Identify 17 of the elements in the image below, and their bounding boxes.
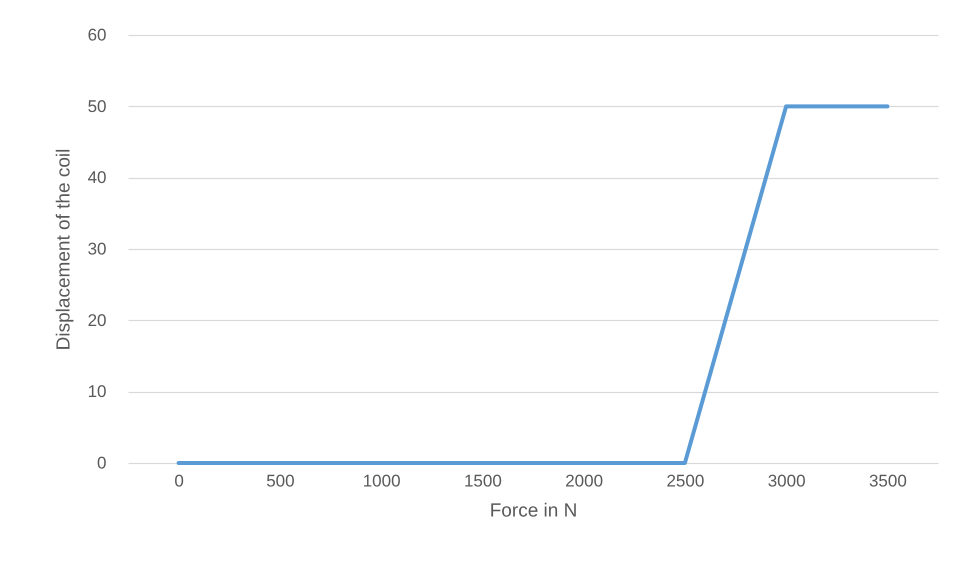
- x-tick-label: 3500: [868, 472, 907, 490]
- x-tick-label: 1000: [362, 472, 401, 490]
- y-tick-label: 20: [88, 310, 106, 330]
- y-tick-label: 60: [88, 26, 106, 44]
- y-tick-label: 50: [88, 96, 106, 116]
- y-axis-title: Displacement of the coil: [54, 148, 75, 350]
- x-tick-label: 500: [266, 472, 295, 490]
- y-tick-label: 10: [88, 382, 106, 402]
- x-tick-label: 1500: [464, 472, 502, 490]
- x-tick-label: 0: [174, 472, 184, 490]
- y-tick-label: 40: [88, 168, 106, 188]
- y-tick-label: 0: [97, 454, 106, 472]
- x-axis-title: Force in N: [490, 500, 578, 522]
- x-tick-label: 2500: [666, 472, 704, 490]
- x-tick-label: 2000: [565, 472, 604, 490]
- y-tick-label: 30: [88, 240, 106, 258]
- x-tick-label: 3000: [768, 472, 806, 490]
